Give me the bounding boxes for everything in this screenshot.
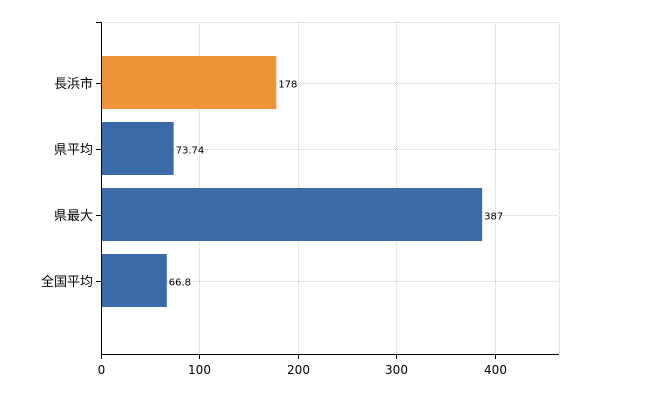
- category-label: 全国平均: [41, 274, 93, 290]
- bar-3: [101, 254, 167, 307]
- axes: [96, 22, 559, 359]
- category-label: 県最大: [54, 209, 93, 224]
- x-tick-label: 100: [188, 363, 211, 377]
- x-tick-label: 200: [287, 363, 310, 377]
- value-label: 387: [484, 212, 503, 223]
- category-label: 県平均: [54, 143, 93, 158]
- x-tick-label: 400: [484, 363, 507, 377]
- bars: [101, 56, 483, 307]
- category-label: 長浜市: [54, 76, 93, 92]
- x-tick-label: 300: [385, 363, 408, 377]
- value-label: 178: [278, 80, 297, 91]
- x-tick-label: 0: [98, 363, 106, 377]
- value-label: 73.74: [176, 146, 205, 157]
- value-label: 66.8: [169, 278, 191, 289]
- bar-2: [101, 188, 483, 241]
- bar-0: [101, 56, 277, 109]
- bar-1: [101, 122, 174, 175]
- labels: 長浜市 178 県平均 73.74 県最大 387 全国平均 66.8 0 100 200 300 40…: [41, 76, 507, 377]
